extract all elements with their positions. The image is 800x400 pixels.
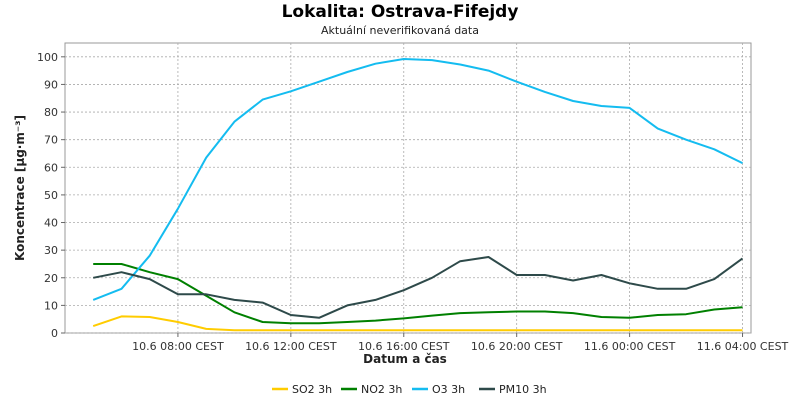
series-lines <box>92 58 744 332</box>
x-tick-label: 10.6 16:00 CEST <box>358 340 450 353</box>
legend: SO2 3h NO2 3h O3 3h PM10 3h <box>272 383 547 396</box>
x-tick-label: 10.6 12:00 CEST <box>245 340 337 353</box>
y-tick-label: 70 <box>44 134 58 147</box>
legend-item-label: O3 3h <box>432 383 465 396</box>
y-tick-label: 10 <box>44 299 58 312</box>
legend-item-label: SO2 3h <box>292 383 332 396</box>
series-line-no2-3h <box>93 263 743 325</box>
y-axis-label: Koncentrace [µg·m⁻³] <box>13 115 27 261</box>
y-tick-label: 20 <box>44 272 58 285</box>
y-tick-label: 40 <box>44 217 58 230</box>
x-tick-label: 11.6 00:00 CEST <box>584 340 676 353</box>
y-tick-label: 60 <box>44 161 58 174</box>
legend-item-label: PM10 3h <box>499 383 547 396</box>
y-tick-label: 90 <box>44 78 58 91</box>
axes: 0 10 20 30 40 50 60 70 80 90 100 10.6 08:00 CEST 10.… <box>37 51 789 353</box>
y-tick-label: 50 <box>44 189 58 202</box>
y-tick-label: 30 <box>44 244 58 257</box>
x-tick-label: 10.6 08:00 CEST <box>132 340 224 353</box>
legend-item-label: NO2 3h <box>361 383 402 396</box>
y-tick-label: 80 <box>44 106 58 119</box>
chart-subtitle: Aktuální neverifikovaná data <box>321 24 479 37</box>
series-line-pm10-3h <box>93 256 744 319</box>
y-tick-label: 100 <box>37 51 58 64</box>
series-line-o3-3h <box>92 58 743 301</box>
y-tick-label: 0 <box>51 327 58 340</box>
x-tick-label: 10.6 20:00 CEST <box>471 340 563 353</box>
x-tick-label: 11.6 04:00 CEST <box>697 340 789 353</box>
x-axis-label: Datum a čas <box>363 352 447 366</box>
series-line-so2-3h <box>92 315 743 332</box>
chart-title: Lokalita: Ostrava-Fifejdy <box>281 2 519 22</box>
